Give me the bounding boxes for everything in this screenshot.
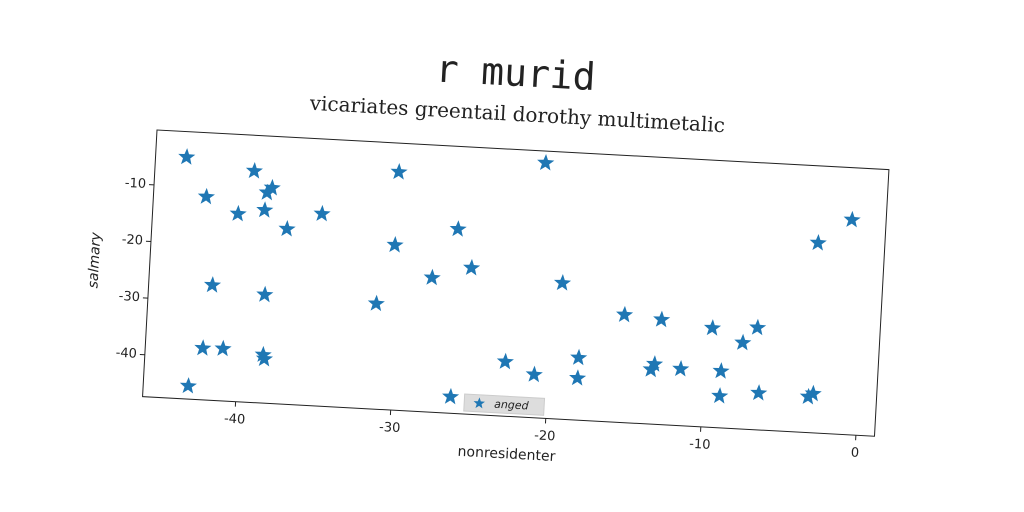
plot-frame — [142, 129, 890, 437]
point — [570, 348, 588, 366]
point — [203, 276, 222, 293]
point — [703, 319, 722, 336]
point — [749, 318, 767, 336]
chart-subtitle: vicariates greentail dorothy multimetali… — [308, 91, 725, 137]
point — [449, 220, 467, 237]
x-tick-label: -30 — [379, 420, 401, 436]
y-axis-label: salmary — [85, 231, 104, 289]
x-axis-label: nonresidenter — [457, 444, 556, 465]
point — [313, 204, 331, 222]
point — [750, 384, 768, 401]
point — [386, 236, 404, 253]
point — [569, 369, 587, 386]
x-tick-label: 0 — [850, 446, 859, 461]
point — [245, 162, 263, 179]
point — [496, 352, 514, 370]
point — [179, 377, 197, 394]
point — [278, 219, 296, 237]
point — [843, 210, 861, 228]
point — [229, 204, 247, 222]
legend-marker — [473, 397, 485, 409]
point — [442, 387, 460, 405]
point — [367, 294, 385, 312]
point — [525, 365, 543, 383]
point — [194, 339, 212, 356]
legend-box — [463, 393, 546, 416]
legend-label: anged — [494, 398, 530, 413]
y-tick-label: -30 — [118, 289, 140, 305]
chart-title: r murid — [434, 47, 596, 100]
x-tick-label: -40 — [224, 412, 246, 428]
rotated-plot: r murid vicariates greentail dorothy mul… — [85, 47, 890, 465]
point — [653, 310, 671, 328]
point — [258, 183, 276, 201]
point — [263, 178, 281, 196]
point — [197, 187, 215, 205]
point — [255, 349, 274, 367]
point — [256, 285, 274, 303]
y-tick-label: -20 — [121, 232, 143, 248]
point — [390, 163, 408, 180]
point — [256, 201, 274, 218]
point — [734, 333, 752, 351]
point — [672, 359, 690, 377]
point — [537, 153, 555, 171]
point — [712, 362, 730, 379]
point — [711, 387, 729, 404]
point — [799, 387, 817, 405]
point — [463, 258, 481, 276]
point — [214, 339, 232, 357]
x-tick-label: -20 — [534, 428, 556, 444]
point — [178, 148, 196, 165]
y-tick-label: -40 — [115, 346, 137, 362]
point — [804, 384, 822, 402]
x-tick-label: -10 — [689, 437, 711, 453]
point — [646, 355, 664, 372]
point — [553, 274, 572, 291]
point — [423, 268, 441, 286]
point — [616, 305, 634, 323]
y-tick-label: -10 — [124, 176, 146, 192]
point — [809, 234, 827, 251]
